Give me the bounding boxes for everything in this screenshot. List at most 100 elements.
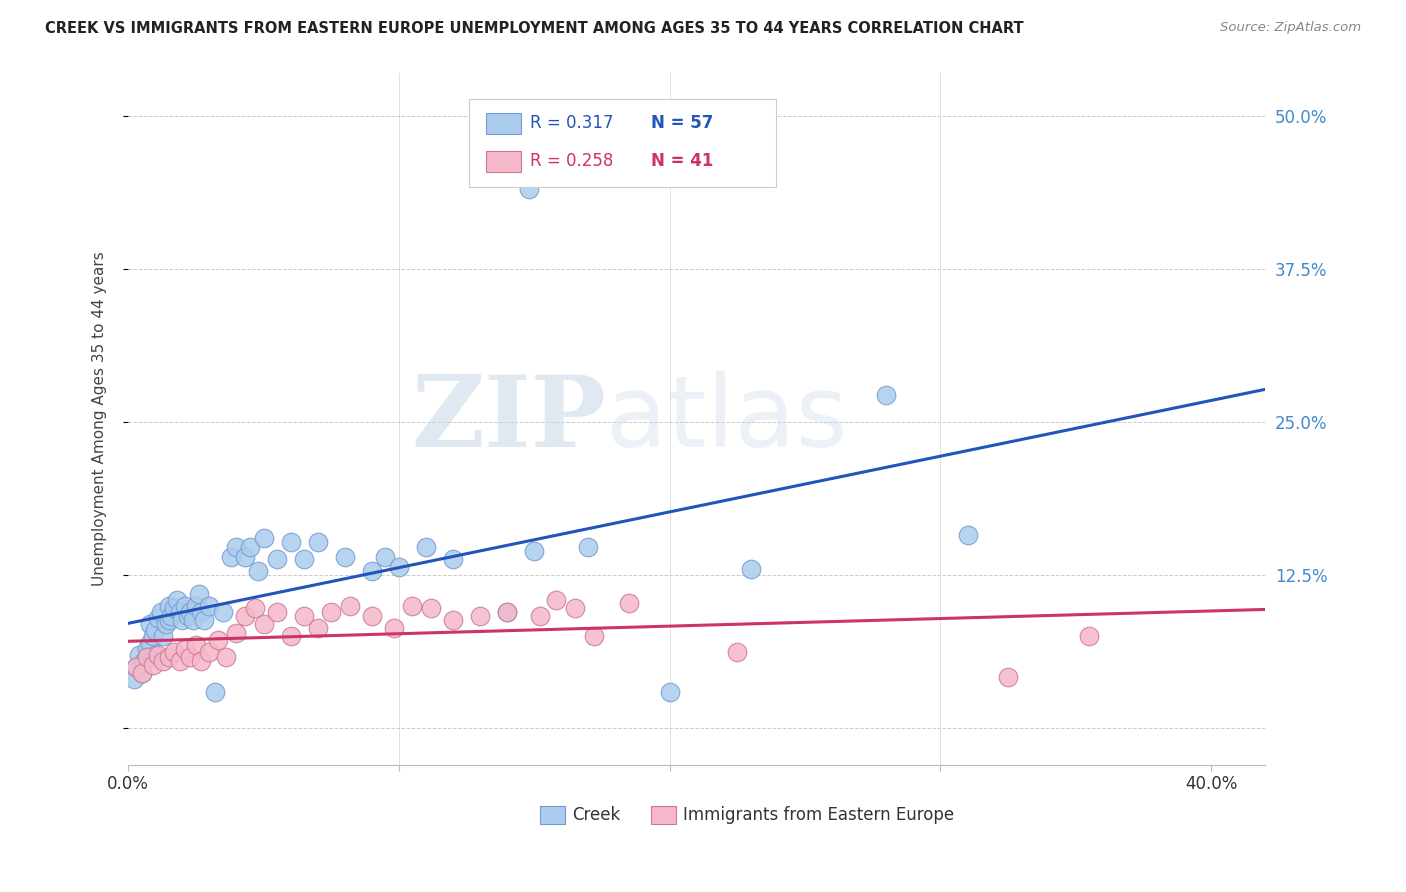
Point bbox=[496, 605, 519, 619]
Point bbox=[207, 633, 229, 648]
Point bbox=[149, 605, 172, 619]
Point bbox=[266, 552, 288, 566]
Point bbox=[360, 608, 382, 623]
Point bbox=[523, 543, 546, 558]
Point bbox=[157, 650, 180, 665]
Bar bbox=[486, 151, 520, 172]
Point bbox=[141, 657, 163, 672]
Point bbox=[131, 666, 153, 681]
Bar bbox=[486, 113, 520, 134]
Bar bbox=[651, 805, 676, 824]
Point bbox=[198, 599, 221, 613]
Point bbox=[401, 599, 423, 613]
Point bbox=[233, 549, 256, 564]
Point bbox=[529, 608, 551, 623]
Point bbox=[146, 648, 169, 662]
Point bbox=[441, 552, 464, 566]
Point bbox=[374, 549, 396, 564]
Point bbox=[184, 599, 207, 613]
Point bbox=[875, 388, 897, 402]
Point bbox=[174, 599, 197, 613]
Point bbox=[169, 654, 191, 668]
Text: Creek: Creek bbox=[572, 805, 620, 824]
Point bbox=[725, 645, 748, 659]
Point bbox=[169, 605, 191, 619]
Point bbox=[184, 638, 207, 652]
Point bbox=[181, 614, 204, 628]
Point bbox=[307, 535, 329, 549]
Point bbox=[190, 654, 212, 668]
Point bbox=[122, 673, 145, 687]
Point bbox=[280, 629, 302, 643]
Point bbox=[578, 540, 600, 554]
Point bbox=[225, 540, 247, 554]
Point bbox=[214, 650, 236, 665]
Point bbox=[245, 601, 267, 615]
Point bbox=[125, 660, 148, 674]
Point bbox=[247, 565, 270, 579]
Point bbox=[280, 535, 302, 549]
Point bbox=[321, 605, 343, 619]
Point bbox=[307, 621, 329, 635]
Text: N = 57: N = 57 bbox=[651, 114, 714, 132]
Point bbox=[382, 621, 405, 635]
Point bbox=[160, 608, 183, 623]
Point bbox=[225, 625, 247, 640]
Point bbox=[157, 599, 180, 613]
Point bbox=[470, 608, 492, 623]
Text: R = 0.258: R = 0.258 bbox=[530, 152, 613, 169]
Point bbox=[163, 645, 186, 659]
Point bbox=[441, 614, 464, 628]
Point bbox=[155, 617, 177, 632]
Point bbox=[956, 527, 979, 541]
Point bbox=[179, 605, 201, 619]
Point bbox=[740, 562, 762, 576]
Point bbox=[339, 599, 361, 613]
Bar bbox=[540, 805, 565, 824]
Point bbox=[1078, 629, 1101, 643]
Point bbox=[219, 549, 242, 564]
Text: atlas: atlas bbox=[606, 370, 848, 467]
Point bbox=[233, 608, 256, 623]
Point bbox=[658, 684, 681, 698]
Point bbox=[252, 532, 274, 546]
Point bbox=[193, 614, 215, 628]
Text: N = 41: N = 41 bbox=[651, 152, 714, 169]
Point bbox=[187, 586, 209, 600]
Point bbox=[564, 601, 586, 615]
Point bbox=[139, 635, 162, 649]
Point bbox=[496, 605, 519, 619]
Point bbox=[157, 614, 180, 628]
Point bbox=[420, 601, 443, 615]
Text: Source: ZipAtlas.com: Source: ZipAtlas.com bbox=[1220, 21, 1361, 34]
Point bbox=[143, 624, 166, 638]
Point bbox=[360, 565, 382, 579]
Point bbox=[125, 660, 148, 674]
Point bbox=[252, 617, 274, 632]
Point bbox=[617, 596, 640, 610]
Point bbox=[204, 684, 226, 698]
Point bbox=[177, 608, 200, 623]
Point bbox=[582, 629, 605, 643]
Point bbox=[163, 601, 186, 615]
Point bbox=[128, 648, 150, 662]
Point bbox=[136, 650, 159, 665]
Point bbox=[517, 182, 540, 196]
Point bbox=[131, 666, 153, 681]
Text: ZIP: ZIP bbox=[411, 370, 606, 467]
Point bbox=[152, 654, 174, 668]
Point bbox=[333, 549, 356, 564]
Text: R = 0.317: R = 0.317 bbox=[530, 114, 613, 132]
Point bbox=[146, 611, 169, 625]
Point bbox=[143, 648, 166, 662]
Point bbox=[174, 641, 197, 656]
Point bbox=[266, 605, 288, 619]
FancyBboxPatch shape bbox=[470, 99, 776, 187]
Point bbox=[292, 552, 315, 566]
Point bbox=[139, 617, 162, 632]
Point bbox=[152, 629, 174, 643]
Point bbox=[141, 629, 163, 643]
Point bbox=[190, 605, 212, 619]
Point bbox=[292, 608, 315, 623]
Point bbox=[136, 641, 159, 656]
